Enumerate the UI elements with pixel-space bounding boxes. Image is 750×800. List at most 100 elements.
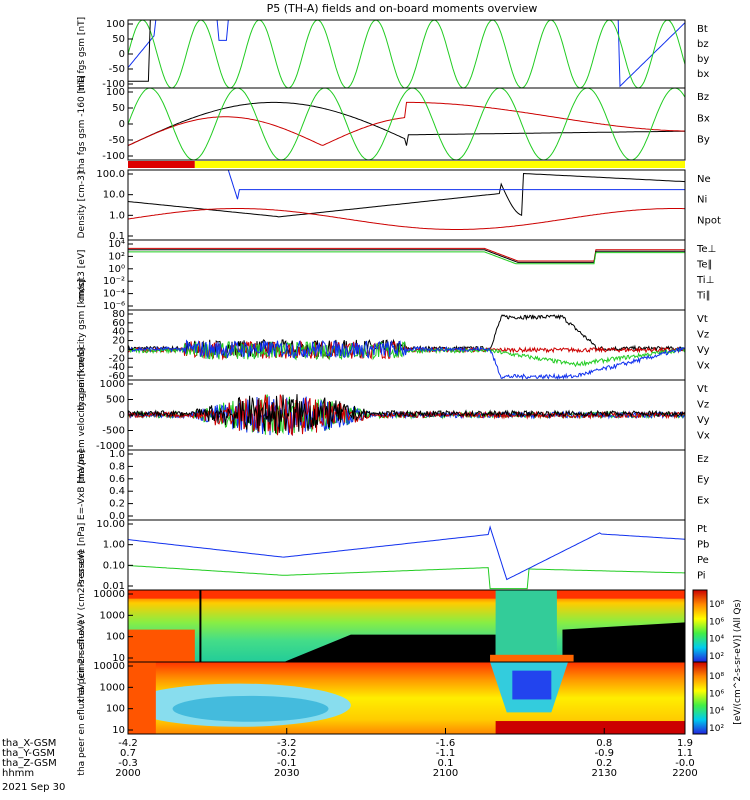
panel-7-legend-item: Ez [697,454,709,465]
panel-5-legend-item: Vz [697,330,709,341]
panel-10-plot [128,662,685,734]
panel-1-ytick: 50 [112,34,125,45]
panel-6-series-4 [128,394,685,434]
panel-5-ytick: 60 [112,318,125,329]
panel-5-ylabel: tha peim velocity gsm [km/s] [77,279,87,411]
panel-8-legend-item: Pt [697,524,707,535]
panel-5-legend-item: Vt [697,314,708,325]
panel-1-ylabel: tha fgs gsm [nT] [77,17,87,91]
xaxis-tick-label: -0.0 [675,758,695,769]
panel-6-ytick: -1000 [96,441,125,452]
colorbar-2-tick: 10² [709,724,724,734]
panel-8-legend-item: Pe [697,555,709,566]
colorbar-2-tick: 10⁸ [709,672,724,682]
panel-9-ytick: 10 [112,653,125,664]
panel-7-frame [127,449,686,521]
colorbar-1-tick: 10⁴ [709,635,724,645]
colorbars: 10⁸ 10⁶ 10⁴ 10² 10⁸ 10⁶ 10⁴ 10² [eV/(cm^2-s-sr-e… [692,589,743,735]
panel-7-ytick: 0.6 [109,474,125,485]
xaxis-tick-label: 1.9 [677,738,693,749]
panel-2-ylabel: tha fgs gsm -160 [nT] [77,75,87,173]
panel-2-ytick: -50 [109,135,125,146]
panel-4-legend-item: Te∥ [696,260,713,271]
panel-1-ytick: -100 [102,79,125,90]
panel-3-series-3 [128,170,685,200]
panel-7: 1.00.8 0.60.4 0.20.0 E=-VxB [mV/m] Ez Ey Ex [77,449,709,522]
panel-3-plot [128,170,685,230]
panel-6-legend-item: Vz [697,400,709,411]
panel-7-ylabel: E=-VxB [mV/m] [77,450,87,520]
electron-spectrogram-low-flux [512,670,552,700]
panel-5-ytick: 0 [119,344,125,355]
panel-3-ytick: 0.1 [109,231,125,242]
ion-spectrogram-low-band [490,654,574,662]
panel-2-ytick: 50 [112,103,125,114]
panel-9-plot [128,590,685,662]
panel-8-legend-item: Pb [697,540,709,551]
panel-4-series-1 [128,247,685,262]
panel-7-ytick: 0.0 [109,511,125,522]
panel-6-ytick: -500 [102,426,125,437]
panel-3-legend-item: Ni [697,195,707,206]
panel-4-ytick: 10⁴ [108,239,125,250]
panel-3-frame [127,169,686,241]
panel-4-ytick: 10⁻⁶ [103,301,125,312]
colorbar-2-tick: 10⁶ [709,689,724,699]
xaxis-tick-label: 2130 [592,768,617,779]
xaxis-tick-label: 0.1 [438,758,454,769]
panel-6-legend-item: Vy [697,415,710,426]
panel-4-plot [128,247,685,265]
panel-10-ytick: 1000 [100,682,125,693]
xaxis-row-label: hhmm [2,768,34,779]
panel-9-ytick: 10000 [93,589,125,600]
xaxis-tick-label: -3.2 [277,738,297,749]
panel-8-legend-item: Pi [697,571,706,582]
electron-spectrogram-left-band [128,662,156,734]
xaxis-tick-label: -4.2 [118,738,138,749]
panel-7-legend-item: Ex [697,495,709,506]
panel-4-ytick: 10⁻² [103,276,125,287]
xaxis-tick-label: 2100 [433,768,458,779]
panel-8-plot [128,525,685,590]
panel-4-ylabel: moqt3 [eV] [77,250,87,301]
panel-2-legend-item: By [697,135,710,146]
panel-1: 100 50 0 -50 -100 tha fgs gsm [nT] Bt bz by bx [77,17,709,91]
panel-1-ytick: -50 [109,64,125,75]
panel-1-legend-item: Bt [697,24,708,35]
panel-5-ytick: -20 [109,353,125,364]
panel-3-ytick: 1.0 [109,210,125,221]
panel-1-series-2 [128,20,685,88]
panel-1-legend-item: bx [697,69,709,80]
panel-2-ytick: 100 [106,87,125,98]
panel-3-ylabel: Density [cm-3] [77,172,87,239]
panel-1-legend-item: bz [697,39,709,50]
panel-3: 100.0 10.0 1.0 0.1 Density [cm-3] Ne Ni Npot [77,169,721,242]
panel-1-series-1 [128,20,685,88]
panel-5-plot [128,314,685,380]
xaxis-tick-label: -0.1 [277,758,297,769]
xaxis-tick-label: 0.8 [596,738,612,749]
xaxis-tick-label: 2030 [274,768,299,779]
panel-9-ytick: 1000 [100,610,125,621]
electron-spectrogram-low-band [495,721,685,734]
mode-bar-slow [128,161,195,168]
panel-4-ytick: 10⁻⁴ [103,289,125,300]
panel-1-ytick: 100 [106,19,125,30]
panel-7-ytick: 0.2 [109,499,125,510]
xaxis-tick-label: -1.6 [436,738,456,749]
panel-2-series-3 [128,88,685,160]
xaxis-tick-label: 2000 [115,768,140,779]
panel-10-ytick: 100 [106,704,125,715]
panel-7-ytick: 0.4 [109,486,125,497]
panel-2-legend-item: Bz [697,92,709,103]
panel-8-ytick: 0.01 [103,581,125,592]
panel-4-ytick: 10⁰ [108,264,125,275]
panel-8-series-2 [128,565,685,590]
panel-5-ytick: 40 [112,327,125,338]
panel-5-legend-item: Vy [697,345,710,356]
panel-10-frame [127,661,686,735]
colorbar-2-tick: 10⁴ [709,707,724,717]
panel-4-frame [127,239,686,311]
